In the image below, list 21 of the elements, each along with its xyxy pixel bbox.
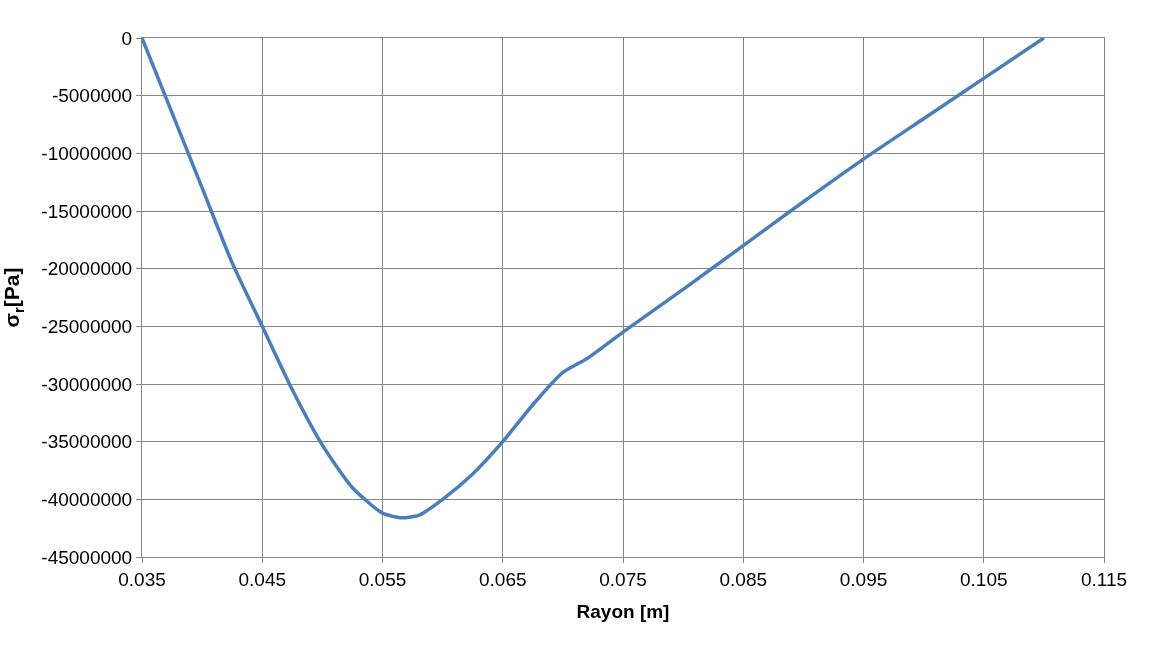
y-tick-label: -40000000	[41, 488, 133, 510]
y-tick-label: -30000000	[41, 373, 133, 395]
x-tick-label: 0.055	[358, 568, 407, 590]
x-tick-label: 0.085	[719, 568, 768, 590]
line-series	[142, 38, 1046, 520]
x-tick-label: 0.065	[478, 568, 527, 590]
y-tick-label: -25000000	[41, 315, 133, 337]
y-tick-label: -20000000	[41, 258, 133, 280]
y-tick-label: -5000000	[51, 85, 133, 107]
x-tick-label: 0.075	[599, 568, 647, 590]
x-tick-label: 0.035	[118, 568, 166, 590]
x-tick-label: 0.115	[1080, 568, 1128, 590]
x-tick-label: 0.045	[238, 568, 287, 590]
x-tick-label: 0.105	[959, 568, 1008, 590]
y-tick-label: -35000000	[41, 431, 133, 453]
x-axis-title: Rayon [m]	[576, 600, 670, 622]
y-tick-label: 0	[121, 27, 133, 49]
y-tick-label: -15000000	[41, 200, 133, 222]
x-tick-label: 0.095	[839, 568, 888, 590]
y-tick-label: -10000000	[41, 142, 133, 164]
y-tick-label: -45000000	[41, 546, 133, 568]
